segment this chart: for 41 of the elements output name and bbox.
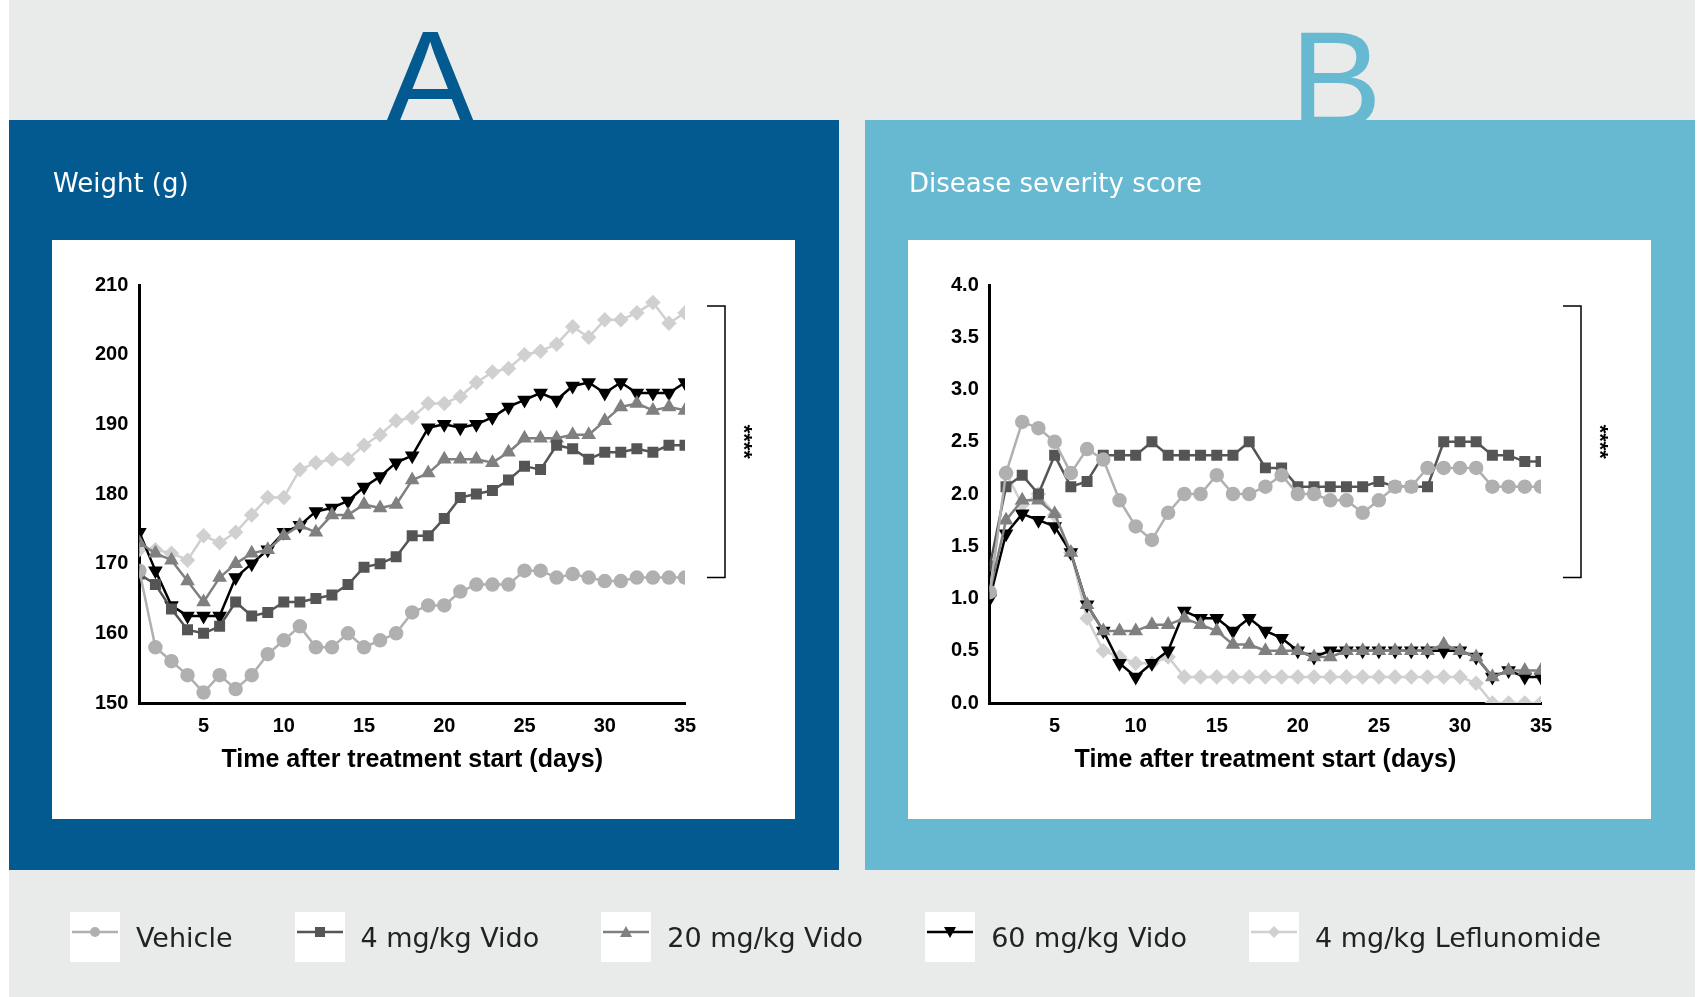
y-tick-label: 2.5: [950, 429, 979, 452]
y-axis-title: Weight (g): [53, 168, 189, 198]
y-tick-label: 160: [94, 620, 129, 643]
y-axis-title: Disease severity score: [909, 168, 1203, 198]
x-tick-label: 15: [352, 713, 376, 736]
legend-label: 4 mg/kg Leflunomide: [1315, 921, 1602, 953]
y-tick-label: 0.0: [950, 690, 979, 713]
x-tick-label: 25: [1367, 713, 1391, 736]
x-tick-label: 25: [513, 713, 536, 736]
legend-label: Vehicle: [136, 921, 233, 953]
y-tick-label: 150: [94, 690, 129, 713]
x-tick-label: 30: [593, 713, 616, 736]
x-tick-label: 35: [1529, 713, 1553, 736]
y-tick-label: 0.5: [950, 638, 979, 661]
y-tick-label: 180: [94, 481, 129, 504]
legend-label: 4 mg/kg Vido: [360, 921, 540, 953]
legend-label: 20 mg/kg Vido: [667, 921, 864, 953]
x-axis-title: Time after treatment start (days): [221, 743, 603, 772]
x-tick-label: 20: [1286, 713, 1309, 736]
y-tick-label: 190: [94, 411, 129, 434]
x-tick-label: 35: [673, 713, 697, 736]
y-tick-label: 3.5: [950, 324, 979, 347]
y-tick-label: 170: [94, 551, 129, 574]
x-tick-label: 5: [1049, 713, 1061, 736]
y-tick-label: 210: [94, 272, 129, 295]
x-tick-label: 20: [433, 713, 456, 736]
y-tick-label: 2.0: [950, 481, 979, 504]
x-tick-label: 30: [1448, 713, 1472, 736]
y-tick-label: 200: [94, 342, 129, 365]
x-tick-label: 10: [272, 713, 295, 736]
x-tick-label: 15: [1205, 713, 1228, 736]
text: ****: [1587, 424, 1613, 460]
y-tick-label: 1.0: [950, 586, 979, 609]
x-tick-label: 5: [198, 713, 210, 736]
x-axis-title: Time after treatment start (days): [1074, 743, 1457, 772]
y-tick-label: 4.0: [950, 272, 979, 295]
y-tick-label: 3.0: [950, 377, 979, 400]
text: ****: [731, 424, 757, 460]
y-tick-label: 1.5: [950, 533, 979, 556]
x-tick-label: 10: [1124, 713, 1147, 736]
legend-label: 60 mg/kg Vido: [991, 921, 1188, 953]
